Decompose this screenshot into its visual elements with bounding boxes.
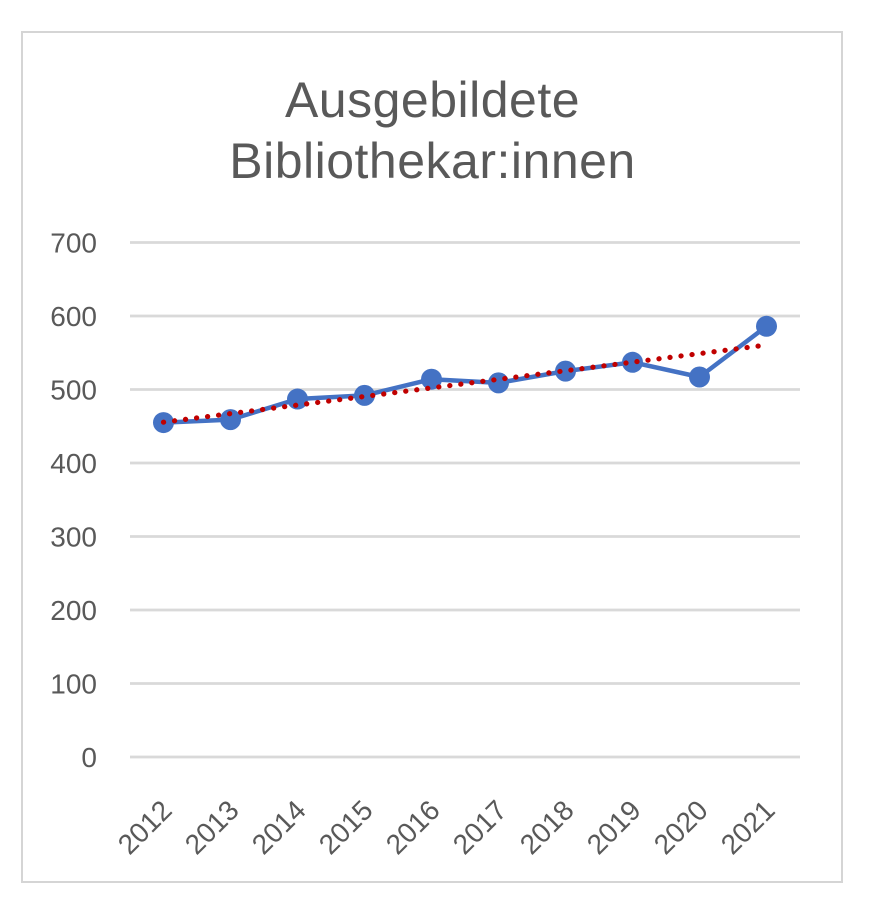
y-axis-tick-label-200: 200 [50, 595, 97, 626]
y-axis-tick-label-300: 300 [50, 522, 97, 553]
chart-frame [21, 31, 843, 883]
x-axis-tick-label-2012: 2012 [112, 794, 178, 860]
x-axis-tick-label-2013: 2013 [179, 794, 245, 860]
x-axis-labels: 2012 2013 2014 2015 2016 2017 2018 2019 2020 2021 [112, 794, 781, 860]
x-axis-tick-label-2021: 2021 [715, 794, 781, 860]
y-axis-tick-label-400: 400 [50, 448, 97, 479]
y-axis-tick-label-700: 700 [50, 228, 97, 259]
data-point-2018 [555, 360, 576, 382]
data-series [153, 315, 777, 434]
gridlines [130, 241, 800, 759]
data-point-2019 [622, 351, 643, 373]
data-point-2013 [220, 409, 241, 431]
x-axis-tick-label-2017: 2017 [447, 794, 513, 860]
x-axis-tick-label-2015: 2015 [313, 794, 379, 860]
x-axis-tick-label-2018: 2018 [514, 794, 580, 860]
data-point-2015 [354, 384, 375, 406]
y-axis-labels: 0 100 200 300 400 500 600 700 [50, 228, 97, 774]
data-point-2020 [689, 366, 710, 388]
chart-title: Ausgebildete Bibliothekar:innen [22, 70, 843, 192]
y-axis-tick-label-100: 100 [50, 669, 97, 700]
data-point-2021 [756, 315, 777, 337]
y-axis-tick-label-0: 0 [81, 742, 97, 773]
x-axis-tick-label-2014: 2014 [246, 794, 312, 860]
x-axis-tick-label-2016: 2016 [380, 794, 446, 860]
data-point-2016 [421, 368, 442, 390]
y-axis-tick-label-500: 500 [50, 375, 97, 406]
data-point-2014 [287, 388, 308, 410]
y-axis-tick-label-600: 600 [50, 301, 97, 332]
chart-title-line-2: Bibliothekar:innen [229, 133, 636, 189]
trendline-group [160, 342, 770, 425]
data-line [161, 324, 769, 425]
x-axis-tick-label-2019: 2019 [581, 794, 647, 860]
chart-title-line-1: Ausgebildete [284, 72, 581, 128]
x-axis-tick-label-2020: 2020 [648, 794, 714, 860]
data-point-2017 [488, 372, 509, 394]
trendline [160, 342, 770, 425]
